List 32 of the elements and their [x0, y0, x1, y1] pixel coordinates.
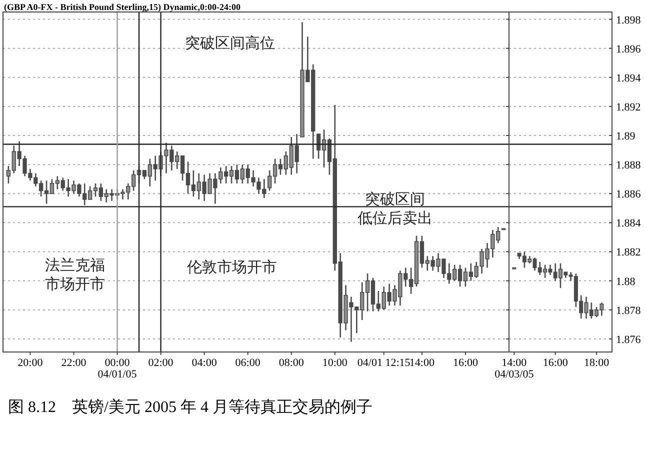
- text: 图 8.12 英镑/美元 2005 年 4 月等待真正交易的例子: [8, 398, 372, 416]
- x-tick-label: 20:00: [18, 357, 44, 369]
- x-tick-label: 04:00: [192, 357, 218, 369]
- y-tick-label: 1.892: [616, 101, 641, 114]
- annotation: 伦敦市场开市: [187, 259, 277, 276]
- x-tick-label: 14:00: [409, 357, 435, 369]
- annotation: 法兰克福市场开市: [45, 257, 105, 293]
- x-tick-label: 04/01 12:15: [357, 357, 411, 369]
- y-tick-label: 1.89: [616, 130, 636, 143]
- y-tick-label: 1.884: [616, 218, 642, 230]
- x-tick-label: 08:00: [278, 357, 304, 369]
- x-tick-label: 00:00 04/01/05: [98, 357, 138, 381]
- y-tick-label: 1.88: [616, 276, 636, 288]
- annotation: 突破区间低位后卖出: [358, 191, 432, 227]
- y-tick-label: 1.896: [616, 43, 642, 56]
- y-tick-label: 1.882: [616, 246, 641, 259]
- x-tick-label: 14:00 04/03/05: [494, 357, 534, 381]
- y-tick-label: 1.898: [616, 14, 642, 26]
- annotation: 突破区间高位: [185, 35, 275, 52]
- x-tick-label: 22:00: [61, 357, 87, 369]
- y-tick-label: 1.876: [616, 334, 642, 346]
- y-tick-label: 1.894: [616, 72, 642, 84]
- y-tick-label: 1.886: [616, 188, 642, 201]
- y-tick-label: 1.888: [616, 160, 642, 172]
- x-tick-label: 06:00: [235, 357, 261, 369]
- x-tick-label: 10:00: [322, 357, 348, 369]
- x-tick-label: 02:00: [148, 357, 174, 369]
- x-tick-label: 16:00: [452, 357, 478, 369]
- x-tick-label: 16:00: [542, 357, 568, 369]
- x-tick-label: 18:00: [584, 357, 610, 369]
- chart-subtitle: (GBP A0-FX - British Pound Sterling,15) Dynamic,0:00-24:00: [4, 2, 241, 12]
- y-tick-label: 1.878: [616, 304, 642, 317]
